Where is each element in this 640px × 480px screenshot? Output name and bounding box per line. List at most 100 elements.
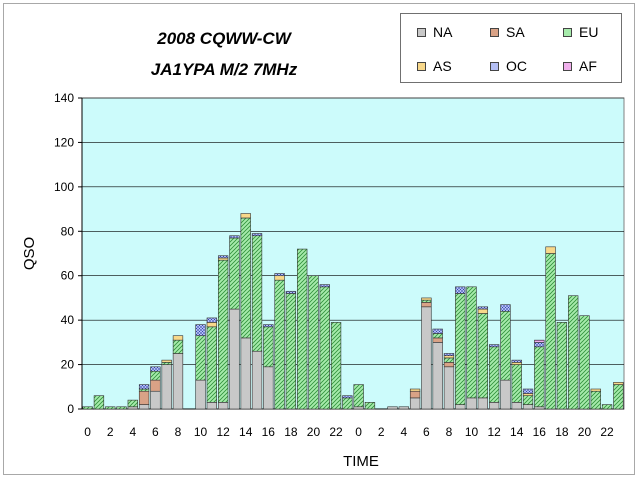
x-tick-label: 16	[262, 425, 276, 439]
legend-swatch	[563, 61, 572, 71]
x-tick-label: 12	[487, 425, 501, 439]
bar-segment-oc	[511, 359, 522, 363]
legend-label: EU	[579, 24, 599, 40]
bar-segment-na	[432, 342, 443, 410]
x-tick-label: 14	[239, 425, 253, 439]
bar-segment-eu	[127, 399, 138, 408]
bar-segment-eu	[556, 322, 568, 410]
bar-segment-oc	[263, 324, 274, 328]
x-tick-label: 0	[84, 425, 91, 439]
bar-segment-sa	[150, 379, 161, 392]
bar-segment-eu	[319, 286, 330, 410]
y-tick-label: 100	[54, 180, 74, 194]
bar-segment-eu	[500, 310, 511, 381]
bar-segment-na	[206, 402, 218, 410]
x-tick-label: 2	[107, 425, 114, 439]
y-tick-label: 0	[67, 402, 74, 416]
bar-segment-as	[217, 257, 229, 261]
legend-swatch	[417, 27, 426, 37]
bar-segment-eu	[297, 248, 308, 410]
bar-segment-na	[522, 404, 534, 410]
x-tick-label: 6	[423, 425, 430, 439]
x-tick-label: 10	[194, 425, 208, 439]
bar-segment-sa	[443, 362, 455, 368]
bar-segment-as	[522, 393, 534, 396]
legend-label: AF	[579, 58, 597, 74]
legend-item-oc: OC	[490, 58, 527, 74]
bar-segment-eu	[342, 397, 353, 410]
bar-segment-eu	[590, 390, 601, 410]
bar-segment-na	[387, 406, 398, 410]
bar-segment-oc	[534, 342, 545, 348]
bar-segment-na	[353, 406, 364, 410]
y-tick-label: 40	[61, 313, 75, 327]
x-tick-label: 18	[555, 425, 569, 439]
bar-segment-as	[590, 388, 601, 392]
bar-segment-na	[229, 308, 240, 410]
bar-segment-as	[421, 297, 432, 301]
x-tick-label: 8	[446, 425, 453, 439]
bar-segment-eu	[568, 295, 579, 410]
bar-segment-eu	[330, 322, 342, 410]
bar-segment-na	[138, 404, 150, 410]
bar-segment-sa	[138, 390, 150, 405]
bar-segment-oc	[477, 306, 489, 310]
bar-segment-na	[240, 337, 251, 410]
bar-segment-eu	[613, 384, 624, 410]
y-tick-label: 140	[54, 91, 74, 105]
bar-segment-eu	[545, 253, 556, 410]
legend-swatch	[490, 61, 499, 71]
bar-segment-na	[195, 379, 206, 410]
y-axis-title: QSO	[21, 237, 38, 270]
x-tick-label: 20	[307, 425, 321, 439]
bar-segment-oc	[443, 353, 455, 356]
bar-segment-na	[443, 366, 455, 410]
bar-segment-eu	[488, 346, 500, 403]
bar-segment-oc	[342, 395, 353, 399]
legend-swatch	[490, 27, 499, 37]
bar-segment-na	[466, 397, 477, 410]
chart-subtitle: JA1YPA M/2 7MHz	[150, 60, 298, 79]
x-tick-label: 4	[129, 425, 136, 439]
bar-segment-oc	[274, 273, 285, 277]
legend-item-eu: EU	[563, 24, 598, 40]
bar-segment-as	[545, 246, 556, 254]
bar-segment-eu	[206, 326, 218, 403]
bar-segment-sa	[421, 302, 432, 308]
bar-segment-as	[274, 275, 285, 281]
bar-segment-eu	[285, 293, 297, 410]
bar-segment-eu	[443, 357, 455, 363]
bar-segment-na	[161, 364, 172, 410]
y-tick-label: 60	[61, 269, 75, 283]
legend-item-af: AF	[563, 58, 597, 74]
bar-segment-eu	[511, 364, 522, 403]
bar-segment-oc	[138, 384, 150, 390]
bar-segment-oc	[206, 317, 218, 323]
bar-segment-eu	[229, 237, 240, 310]
bar-segment-as	[613, 382, 624, 385]
bar-segment-oc	[500, 304, 511, 312]
bar-segment-eu	[263, 326, 274, 368]
x-tick-label: 14	[510, 425, 524, 439]
x-tick-label: 2	[378, 425, 385, 439]
bar-segment-na	[500, 379, 511, 410]
plot-area	[81, 97, 625, 410]
bar-segment-oc	[455, 286, 466, 294]
bar-segment-eu	[308, 275, 319, 410]
bar-segment-as	[511, 362, 522, 365]
bar-segment-oc	[319, 284, 330, 288]
bar-segment-oc	[251, 233, 263, 237]
bar-segment-eu	[477, 313, 489, 399]
x-tick-label: 16	[533, 425, 547, 439]
x-tick-label: 8	[175, 425, 182, 439]
bar-segment-na	[511, 402, 522, 410]
bar-segment-oc	[229, 235, 240, 239]
bar-segment-as	[240, 213, 251, 219]
bar-segment-na	[455, 404, 466, 410]
bar-segment-as	[477, 308, 489, 314]
legend-label: NA	[433, 24, 453, 40]
legend-label: SA	[506, 24, 525, 40]
bar-segment-eu	[93, 395, 105, 410]
bar-segment-na	[477, 397, 489, 410]
bar-segment-eu	[601, 404, 613, 410]
